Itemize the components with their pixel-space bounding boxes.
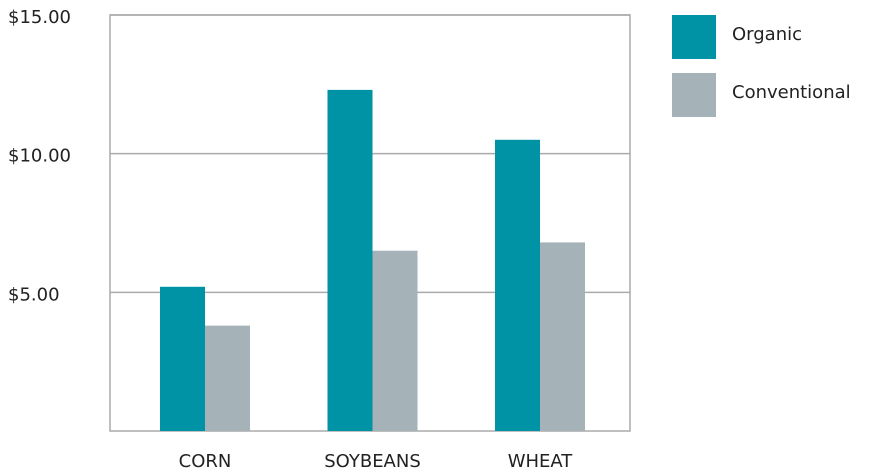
legend-label: Organic [732, 24, 802, 45]
x-tick-label: CORN [179, 451, 232, 472]
y-tick-label: $15.00 [8, 7, 71, 28]
bar [327, 89, 373, 431]
x-tick-label: SOYBEANS [324, 451, 421, 472]
x-tick-label: WHEAT [508, 451, 574, 472]
legend-label: Conventional [732, 82, 851, 103]
bar [372, 250, 418, 431]
legend-swatch [672, 73, 716, 117]
legend-swatch [672, 15, 716, 59]
y-tick-label: $10.00 [8, 146, 71, 167]
bar [495, 139, 540, 432]
bar [205, 325, 250, 431]
y-tick-label: $5.00 [8, 284, 60, 305]
bar [160, 286, 205, 431]
bar [540, 242, 585, 431]
